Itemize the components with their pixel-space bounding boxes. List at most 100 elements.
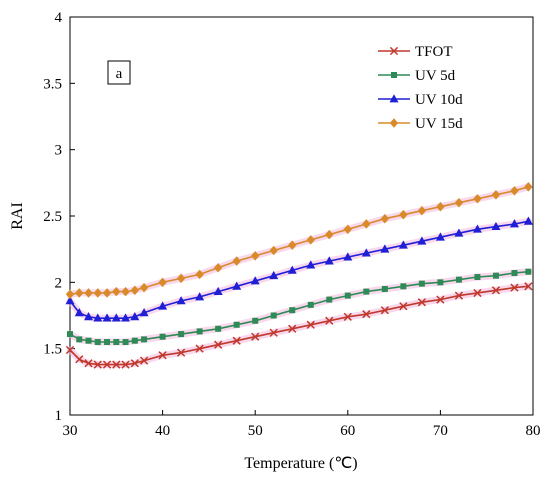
- y-tick-label: 3.5: [43, 76, 62, 92]
- data-point: [326, 296, 333, 303]
- data-point: [94, 339, 101, 346]
- plot-area-frame: [69, 16, 534, 416]
- data-point: [158, 301, 168, 310]
- series-uv-15d: [65, 182, 533, 300]
- data-point: [130, 285, 140, 296]
- data-point: [343, 252, 353, 261]
- data-point: [380, 213, 390, 224]
- data-point: [178, 331, 185, 338]
- legend: TFOT UV 5d UV 10d UV 15d: [378, 44, 463, 132]
- data-point: [435, 232, 445, 241]
- data-point: [417, 236, 427, 245]
- legend-marker: [389, 118, 399, 128]
- legend-label: UV 5d: [415, 68, 456, 84]
- data-point: [398, 240, 408, 249]
- data-point: [362, 219, 371, 229]
- data-point: [232, 281, 242, 290]
- data-point: [130, 312, 140, 321]
- data-point: [473, 288, 482, 298]
- data-point: [270, 312, 277, 319]
- data-point: [381, 285, 388, 292]
- legend-entry: UV 5d: [378, 68, 456, 84]
- data-point: [324, 256, 334, 265]
- data-point: [121, 286, 130, 297]
- data-point: [491, 221, 501, 231]
- panel-label-box: [107, 60, 131, 85]
- data-point: [510, 185, 519, 196]
- series-uv-5d: [66, 268, 532, 346]
- data-point: [492, 272, 499, 279]
- legend-label: UV 15d: [415, 116, 463, 132]
- data-point: [436, 295, 445, 304]
- y-axis: 1 1.5 2 2.5 3 3.5 4: [43, 10, 75, 424]
- series-uv-10d: [65, 216, 533, 322]
- legend-entry: UV 15d: [378, 116, 463, 132]
- data-point: [251, 332, 260, 341]
- data-point: [511, 270, 518, 277]
- data-point: [344, 292, 351, 299]
- data-point: [176, 273, 186, 284]
- data-point: [159, 333, 166, 340]
- data-point: [139, 356, 149, 365]
- data-point: [122, 339, 129, 346]
- data-point: [113, 339, 120, 346]
- legend-label: UV 10d: [415, 92, 463, 108]
- legend-marker: [389, 46, 399, 56]
- data-point: [525, 268, 532, 275]
- data-point: [289, 307, 296, 314]
- data-point: [196, 328, 203, 335]
- data-point: [214, 340, 223, 349]
- y-tick-label: 1.5: [43, 342, 62, 358]
- data-point: [213, 286, 223, 296]
- data-point: [363, 288, 370, 295]
- data-point: [112, 286, 121, 297]
- data-point: [343, 312, 352, 321]
- data-point: [84, 359, 93, 368]
- data-point: [141, 336, 148, 343]
- data-point: [436, 201, 445, 212]
- data-point: [213, 262, 223, 273]
- data-point: [93, 313, 103, 322]
- data-point: [306, 260, 316, 269]
- data-point: [380, 306, 389, 315]
- data-point: [233, 321, 240, 328]
- data-point: [195, 292, 205, 301]
- data-point: [76, 336, 83, 343]
- data-point: [65, 296, 75, 305]
- data-point: [288, 324, 297, 333]
- data-point: [287, 265, 297, 274]
- data-point: [250, 276, 260, 285]
- y-tick-label: 1: [55, 408, 63, 424]
- data-point: [380, 244, 390, 253]
- data-point: [93, 288, 102, 298]
- data-point: [523, 216, 533, 225]
- data-point: [176, 296, 186, 305]
- data-point: [455, 276, 462, 283]
- data-point: [65, 345, 75, 355]
- data-point: [400, 283, 407, 290]
- data-point: [307, 301, 314, 308]
- series-tfot: [65, 282, 533, 369]
- data-point: [288, 240, 297, 250]
- data-point: [454, 197, 464, 208]
- data-point: [524, 282, 533, 291]
- data-point: [418, 280, 425, 287]
- data-point: [362, 310, 371, 319]
- data-point: [437, 279, 444, 286]
- data-point: [158, 351, 167, 360]
- series-line: [69, 285, 529, 366]
- data-point: [524, 182, 533, 192]
- x-axis: 30 40 50 60 70 80: [63, 410, 541, 439]
- data-point: [102, 288, 112, 298]
- x-tick-label: 70: [433, 423, 448, 439]
- x-tick-label: 30: [63, 423, 78, 439]
- data-point: [121, 360, 130, 369]
- series-layer: [65, 182, 533, 369]
- data-point: [75, 355, 84, 364]
- data-point: [65, 289, 75, 300]
- data-point: [510, 283, 519, 292]
- data-point: [325, 229, 334, 240]
- data-point: [473, 193, 482, 204]
